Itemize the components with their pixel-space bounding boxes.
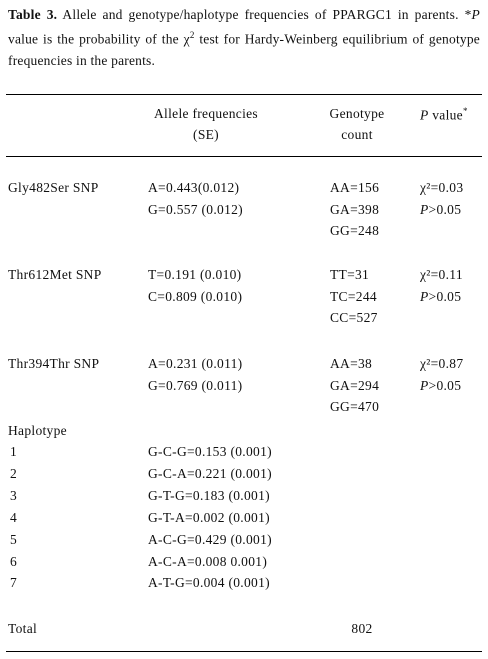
p-symbol: P [420,377,429,393]
top-rule [6,94,482,95]
caption-sup: 2 [189,30,195,40]
haplotype-label: Haplotype [8,423,67,438]
haplotype-freq: A-C-G=0.429 (0.001) [148,531,272,547]
allele-freq: G=0.557 (0.012) [148,201,243,217]
caption-label: Table 3. [8,7,58,22]
p-symbol: P [420,288,429,304]
snp-name: Thr612Met SNP [8,267,102,282]
allele-freq: A=0.443(0.012) [148,180,240,195]
header-cell: Genotype [329,106,385,121]
allele-freq: T=0.191 (0.010) [148,267,242,282]
genotype-count: GG=248 [330,223,380,238]
p-value: P>0.05 [420,378,461,394]
caption-text: test for Hardy-Weinberg equilibrium of g… [8,31,480,68]
snp-name: Thr394Thr SNP [8,356,100,371]
allele-freq: G=0.769 (0.011) [148,377,243,393]
header-cell: (SE) [193,127,219,142]
haplotype-freq: A-T-G=0.004 (0.001) [148,575,270,591]
header-p: P [420,107,429,123]
caption-text: Allele and genotype/haplotype frequencie… [62,7,472,22]
caption-p: P [471,7,480,22]
p-rest: >0.05 [428,377,462,393]
genotype-count: CC=527 [330,310,378,325]
haplotype-number: 3 [10,487,18,503]
genotype-count: GA=294 [330,377,380,393]
haplotype-number: 6 [10,553,18,569]
p-rest: >0.05 [428,288,462,304]
allele-freq: C=0.809 (0.010) [148,288,243,304]
header-cell: count [341,127,373,142]
genotype-count: TT=31 [330,267,370,282]
total-label: Total [8,621,38,636]
bottom-rule [6,651,482,652]
genotype-count: AA=38 [330,356,373,371]
haplotype-freq: G-C-G=0.153 (0.001) [148,444,272,459]
p-value: P>0.05 [420,289,461,305]
total-value: 802 [351,621,373,636]
haplotype-number: 7 [10,575,18,591]
haplotype-number: 5 [10,531,18,547]
chi-square: χ²=0.03 [420,180,464,195]
p-symbol: P [420,201,429,217]
header-p-mark: * [462,106,468,116]
genotype-count: TC=244 [330,288,377,304]
genotype-count: GG=470 [330,399,380,414]
header-cell: P value* [420,106,468,124]
haplotype-number: 1 [10,444,18,459]
haplotype-freq: G-T-G=0.183 (0.001) [148,487,270,503]
p-value: P>0.05 [420,202,461,218]
haplotype-number: 2 [10,465,18,481]
haplotype-freq: G-C-A=0.221 (0.001) [148,465,272,481]
chi-square: χ²=0.87 [420,356,464,371]
header-cell: Allele frequencies [154,106,258,121]
allele-freq: A=0.231 (0.011) [148,356,243,371]
haplotype-freq: A-C-A=0.008 0.001) [148,553,268,569]
genotype-count: AA=156 [330,180,380,195]
haplotype-number: 4 [10,509,18,525]
caption-text: value is the probability of the χ [8,31,190,47]
chi-square: χ²=0.11 [420,267,463,282]
header-p-text: value [428,107,463,123]
haplotype-freq: G-T-A=0.002 (0.001) [148,509,270,525]
p-rest: >0.05 [428,201,462,217]
caption: Table 3. Allele and genotype/haplotype f… [8,4,480,71]
genotype-count: GA=398 [330,201,380,217]
snp-name: Gly482Ser SNP [8,180,99,195]
header-rule [6,156,482,157]
